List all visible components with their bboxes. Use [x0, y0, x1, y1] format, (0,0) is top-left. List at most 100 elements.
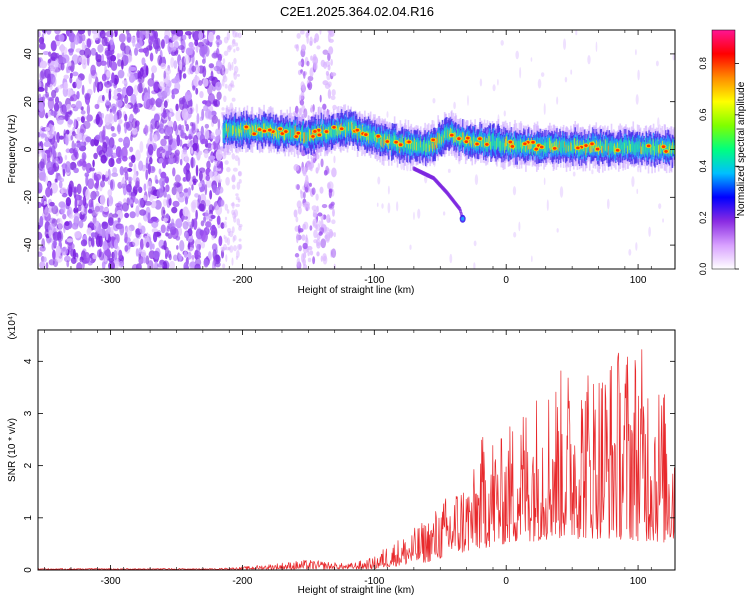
heatmap-cell: [244, 125, 249, 129]
heatmap-cell: [223, 95, 227, 103]
heatmap-cell: [83, 251, 91, 264]
heatmap-cell: [317, 212, 323, 217]
heatmap-cell: [208, 204, 214, 213]
heatmap-cell: [226, 45, 232, 53]
heatmap-cell: [68, 30, 75, 43]
heatmap-cell: [220, 199, 225, 207]
heatmap-cell: [519, 66, 522, 79]
heatmap-cell: [307, 83, 311, 89]
heatmap-cell: [503, 110, 506, 117]
heatmap-cell: [364, 133, 368, 136]
heatmap-cell: [139, 30, 146, 39]
heatmap-cell: [198, 30, 204, 41]
heatmap-cell: [61, 246, 69, 256]
heatmap-cell: [184, 135, 189, 140]
heatmap-cell: [299, 99, 305, 106]
heatmap-cell: [327, 52, 331, 62]
heatmap-cell: [331, 167, 337, 178]
heatmap-cell: [127, 167, 133, 173]
heatmap-cell: [145, 241, 150, 248]
heatmap-cell: [73, 118, 77, 129]
heatmap-cell: [203, 216, 206, 222]
heatmap-cell: [188, 41, 194, 48]
y-tick-label: 40: [23, 48, 34, 60]
heatmap-cell: [144, 124, 149, 136]
heatmap-cell: [635, 49, 637, 56]
heatmap-cell: [104, 50, 111, 57]
heatmap-cell: [628, 248, 632, 256]
heatmap-cell: [47, 73, 51, 86]
heatmap-cell: [147, 163, 151, 175]
heatmap-cell: [49, 83, 53, 91]
heatmap-cell: [46, 150, 50, 159]
heatmap-cell: [296, 184, 300, 191]
heatmap-cell: [231, 226, 235, 234]
heatmap-cell: [40, 133, 47, 138]
heatmap-cell: [179, 59, 183, 71]
heatmap-cell: [224, 68, 229, 74]
heatmap-cell: [303, 108, 308, 119]
heatmap-cell: [104, 249, 111, 256]
heatmap-cell: [133, 84, 139, 97]
heatmap-cell: [116, 87, 122, 93]
heatmap-cell: [46, 160, 53, 172]
heatmap-cell: [42, 50, 50, 56]
heatmap-cell: [51, 42, 57, 50]
heatmap-cell: [309, 67, 314, 78]
heatmap-cell: [216, 215, 221, 226]
heatmap-cell: [237, 170, 243, 177]
heatmap-cell: [76, 116, 81, 122]
heatmap-cell: [83, 47, 92, 59]
heatmap-cell: [156, 188, 164, 198]
heatmap-cell: [80, 110, 86, 115]
heatmap-cell: [65, 103, 72, 112]
heatmap-cell: [217, 178, 223, 183]
heatmap-cell: [124, 212, 130, 219]
heatmap-cell: [77, 30, 85, 35]
heatmap-cell: [332, 208, 335, 217]
heatmap-cell: [76, 160, 83, 167]
heatmap-cell: [138, 198, 144, 208]
heatmap-cell: [213, 65, 221, 72]
heatmap-cell: [126, 72, 131, 78]
heatmap-cell: [195, 120, 198, 133]
heatmap-cell: [163, 135, 170, 140]
heatmap-cell: [648, 226, 651, 237]
heatmap-cell: [102, 240, 108, 251]
heatmap-cell: [199, 90, 204, 99]
heatmap-cell: [95, 134, 101, 140]
heatmap-cell: [297, 224, 301, 234]
heatmap-cell: [121, 183, 126, 189]
heatmap-cell: [138, 247, 142, 255]
heatmap-cell: [121, 202, 129, 212]
heatmap-cell: [87, 30, 91, 37]
heatmap-cell: [198, 170, 203, 182]
heatmap-cell: [315, 193, 319, 201]
heatmap-cell: [129, 146, 134, 153]
heatmap-cell: [328, 188, 333, 193]
heatmap-cell: [461, 216, 465, 221]
heatmap-cell: [196, 243, 201, 252]
heatmap-cell: [197, 194, 202, 203]
heatmap-cell: [65, 66, 69, 74]
heatmap-cell: [126, 241, 131, 250]
heatmap-cell: [160, 171, 167, 179]
heatmap-cell: [117, 217, 121, 223]
heatmap-cell: [44, 82, 48, 94]
heatmap-cell: [175, 110, 182, 122]
heatmap-cell: [216, 91, 222, 101]
heatmap-cell: [257, 128, 262, 131]
heatmap-cell: [195, 45, 199, 52]
heatmap-cell: [95, 113, 100, 125]
heatmap-cell: [195, 103, 199, 114]
heatmap-cell: [540, 72, 545, 77]
heatmap-cell: [151, 65, 157, 74]
heatmap-cell: [118, 33, 126, 43]
heatmap-cell: [182, 64, 186, 72]
heatmap-cell: [307, 30, 310, 37]
heatmap-cell: [322, 103, 327, 110]
heatmap-cell: [328, 46, 334, 55]
heatmap-cell: [129, 211, 136, 219]
heatmap-cell: [179, 158, 183, 166]
heatmap-cell: [303, 221, 309, 230]
